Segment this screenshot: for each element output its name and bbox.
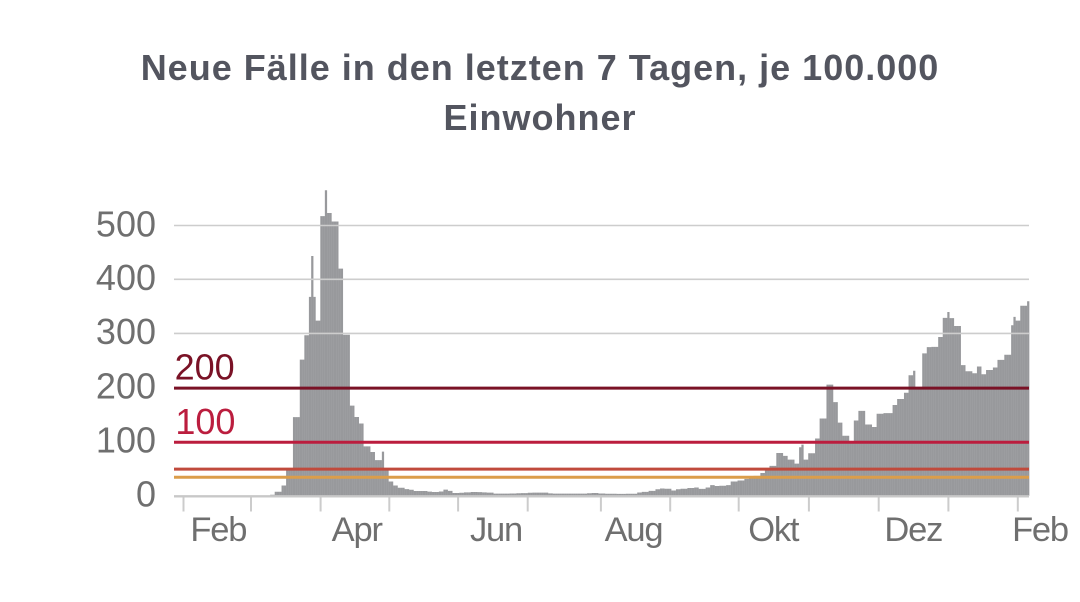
svg-text:Dez: Dez	[884, 511, 942, 549]
svg-text:Jun: Jun	[470, 511, 522, 549]
svg-text:Aug: Aug	[605, 511, 663, 549]
svg-text:300: 300	[96, 311, 156, 352]
svg-text:Feb: Feb	[1012, 511, 1068, 549]
svg-text:500: 500	[96, 203, 156, 244]
svg-text:100: 100	[175, 401, 235, 442]
svg-text:400: 400	[96, 257, 156, 298]
svg-text:Okt: Okt	[748, 511, 800, 549]
svg-text:200: 200	[96, 365, 156, 406]
svg-text:Feb: Feb	[190, 511, 246, 549]
svg-text:200: 200	[175, 346, 235, 387]
svg-text:0: 0	[136, 474, 156, 515]
svg-text:Apr: Apr	[332, 511, 383, 549]
svg-text:100: 100	[96, 420, 156, 461]
